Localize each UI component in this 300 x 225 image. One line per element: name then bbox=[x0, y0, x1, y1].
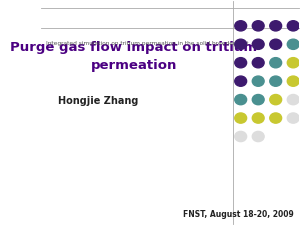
Circle shape bbox=[235, 76, 247, 86]
Circle shape bbox=[270, 76, 282, 86]
Circle shape bbox=[252, 58, 264, 68]
Circle shape bbox=[252, 76, 264, 86]
Text: Integrated simulation on tritium permeation in the solid breeder unit: Integrated simulation on tritium permeat… bbox=[46, 41, 249, 46]
Circle shape bbox=[235, 94, 247, 105]
Circle shape bbox=[287, 94, 299, 105]
Circle shape bbox=[252, 94, 264, 105]
Circle shape bbox=[252, 21, 264, 31]
Circle shape bbox=[252, 131, 264, 142]
Circle shape bbox=[287, 58, 299, 68]
Circle shape bbox=[270, 39, 282, 50]
Text: Hongjie Zhang: Hongjie Zhang bbox=[58, 96, 138, 106]
Circle shape bbox=[287, 39, 299, 50]
Circle shape bbox=[270, 21, 282, 31]
Circle shape bbox=[287, 113, 299, 123]
Circle shape bbox=[235, 58, 247, 68]
Circle shape bbox=[270, 94, 282, 105]
Circle shape bbox=[252, 113, 264, 123]
Circle shape bbox=[270, 58, 282, 68]
Circle shape bbox=[252, 39, 264, 50]
Circle shape bbox=[235, 39, 247, 50]
Circle shape bbox=[235, 113, 247, 123]
Circle shape bbox=[270, 113, 282, 123]
Circle shape bbox=[235, 21, 247, 31]
Text: Purge gas flow impact on tritium
permeation: Purge gas flow impact on tritium permeat… bbox=[10, 41, 257, 72]
Circle shape bbox=[287, 21, 299, 31]
Circle shape bbox=[235, 131, 247, 142]
Circle shape bbox=[287, 76, 299, 86]
Text: FNST, August 18-20, 2009: FNST, August 18-20, 2009 bbox=[183, 210, 293, 219]
